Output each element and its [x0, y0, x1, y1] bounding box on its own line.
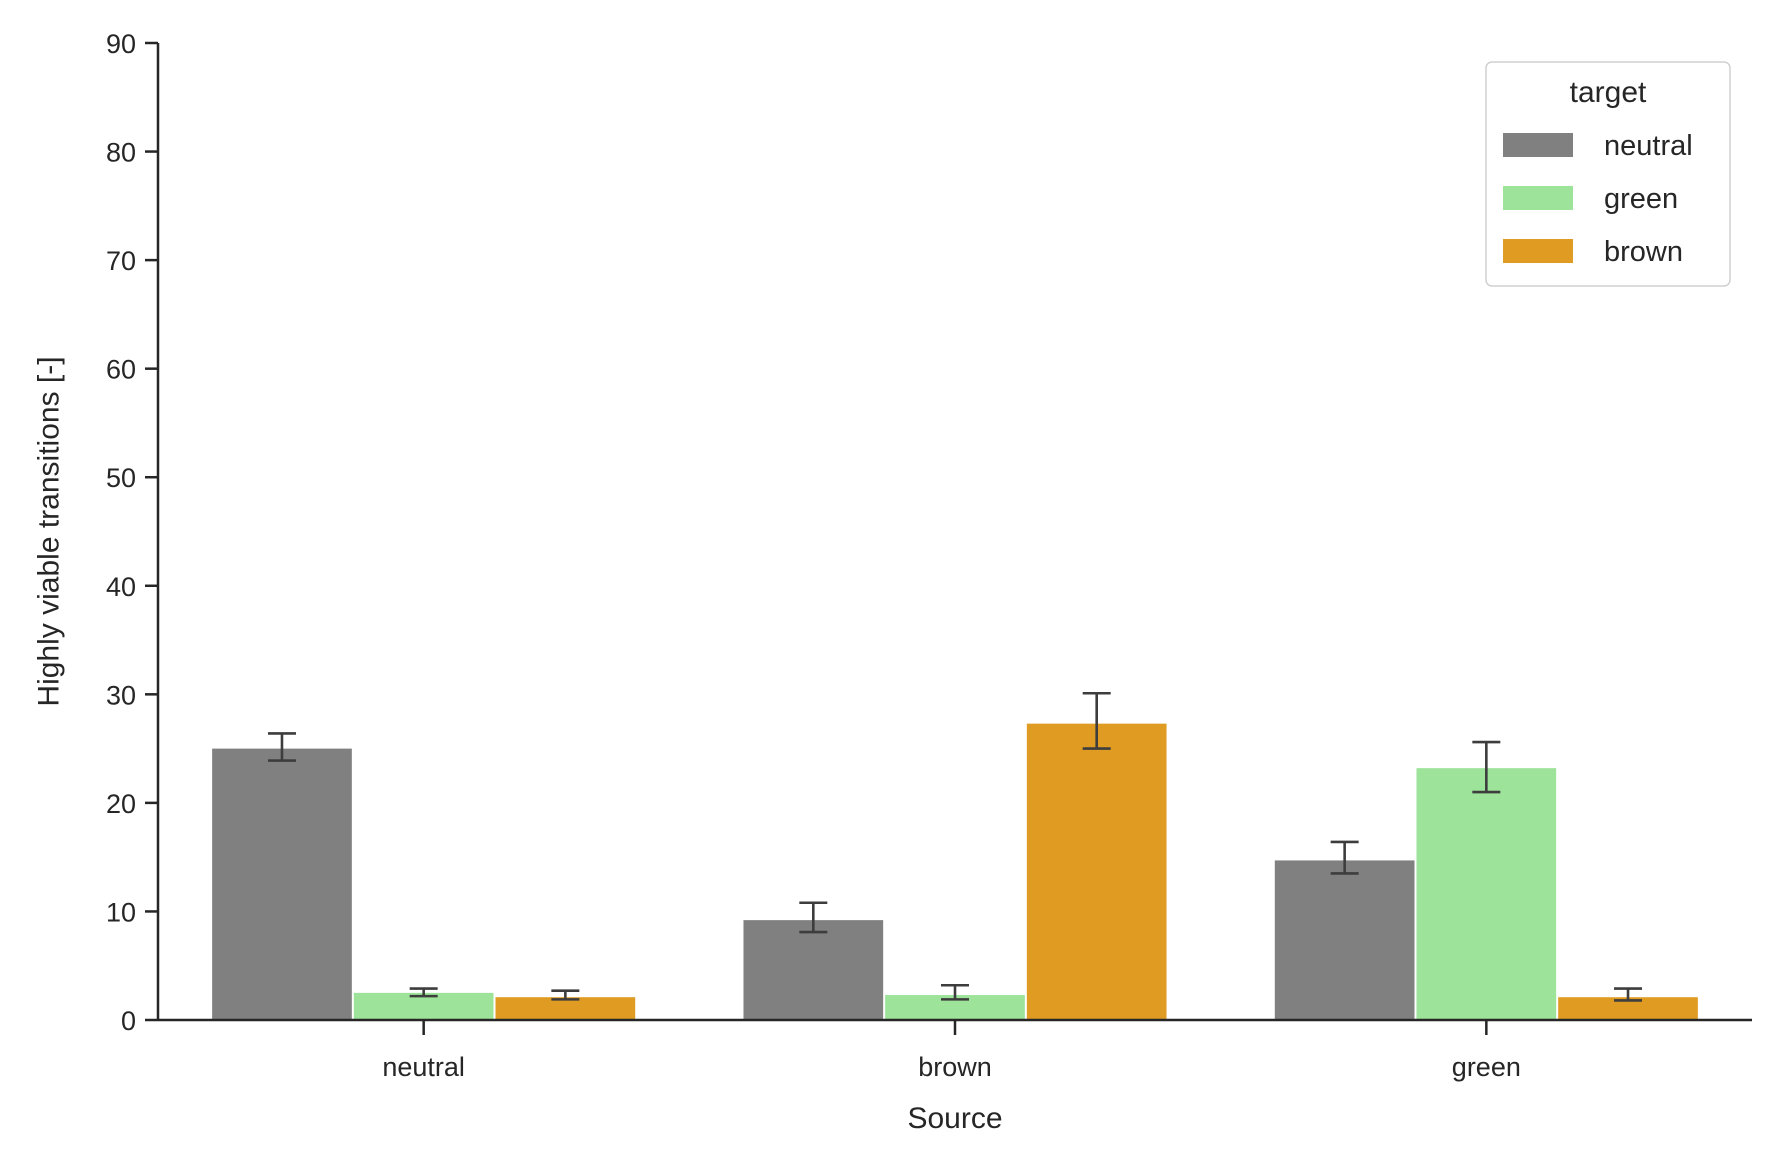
x-tick-label: green [1452, 1052, 1521, 1082]
y-tick-label: 10 [106, 897, 136, 927]
y-axis-label: Highly viable transitions [-] [33, 356, 66, 706]
legend-label: neutral [1604, 130, 1693, 162]
error-bars-layer [267, 691, 1643, 1002]
y-tick-label: 20 [106, 789, 136, 819]
y-tick-label: 80 [106, 138, 136, 168]
y-tick-label: 90 [106, 29, 136, 59]
error-bar-brown-green [1614, 987, 1643, 1002]
legend-item-green: green [1503, 183, 1678, 215]
y-tick-label: 50 [106, 463, 136, 493]
y-tick-label: 70 [106, 246, 136, 276]
bar-neutral-neutral [212, 748, 352, 1020]
x-tick-label: neutral [382, 1052, 465, 1082]
y-ticks: 0 10 20 30 40 50 60 70 80 90 [106, 29, 158, 1036]
x-ticks: neutral brown green [382, 1020, 1521, 1082]
legend-label: green [1604, 183, 1678, 215]
error-bar-neutral-neutral [267, 732, 296, 762]
y-tick-label: 40 [106, 572, 136, 602]
legend-title: target [1570, 76, 1647, 109]
error-bar-green-neutral [409, 987, 438, 998]
legend-frame [1485, 61, 1731, 287]
legend-item-neutral: neutral [1503, 130, 1693, 162]
y-tick-label: 60 [106, 355, 136, 385]
legend-swatch [1503, 239, 1573, 263]
legend-label: brown [1604, 236, 1683, 268]
bars-layer [212, 723, 1698, 1020]
legend-swatch [1503, 133, 1573, 157]
error-bar-green-brown [941, 983, 969, 1001]
bar-neutral-green [1274, 860, 1415, 1020]
y-tick-label: 30 [106, 680, 136, 710]
error-bar-brown-neutral [551, 989, 580, 1001]
bar-neutral-brown [743, 920, 884, 1020]
bar-green-green [1416, 768, 1557, 1020]
x-axis-label: Source [907, 1102, 1002, 1135]
legend-swatch [1503, 186, 1573, 210]
bar-brown-green [1558, 997, 1698, 1020]
error-bar-neutral-green [1330, 840, 1359, 875]
bar-brown-brown [1026, 723, 1167, 1020]
legend: target neutral green brown [1485, 61, 1731, 287]
y-tick-label: 0 [121, 1006, 136, 1036]
error-bar-green-green [1472, 740, 1501, 794]
legend-item-brown: brown [1503, 236, 1683, 268]
x-tick-label: brown [918, 1052, 992, 1082]
legend-items: neutral green brown [1503, 130, 1693, 268]
bar-brown-neutral [495, 997, 636, 1020]
error-bar-brown-brown [1082, 691, 1111, 750]
error-bar-neutral-brown [799, 901, 828, 934]
